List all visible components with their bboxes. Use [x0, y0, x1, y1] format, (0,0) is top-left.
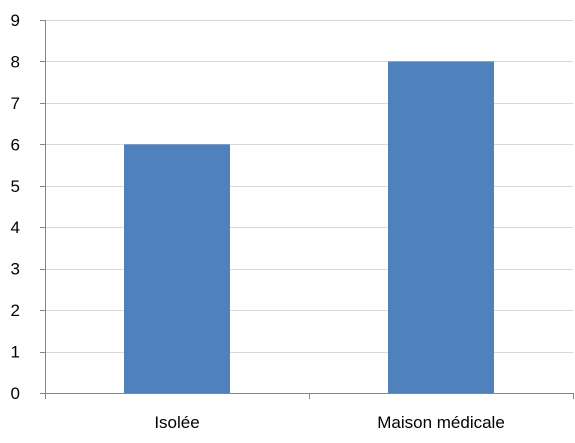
x-category-label: Isolée	[154, 413, 199, 432]
bar-2	[388, 61, 494, 393]
y-tick-label: 3	[11, 260, 20, 279]
y-tick-label: 8	[11, 52, 20, 71]
y-tick-label: 9	[11, 11, 20, 30]
y-tick-label: 5	[11, 177, 20, 196]
y-tick-label: 1	[11, 343, 20, 362]
y-tick-label: 2	[11, 301, 20, 320]
x-tick-labels: Isolée Maison médicale	[154, 413, 504, 432]
axes	[40, 20, 574, 399]
bars	[124, 61, 494, 393]
y-tick-labels: 0 1 2 3 4 5 6 7 8 9	[11, 11, 20, 403]
x-category-label: Maison médicale	[377, 413, 505, 432]
y-tick-label: 4	[11, 218, 20, 237]
y-tick-label: 6	[11, 135, 20, 154]
y-tick-label: 0	[11, 384, 20, 403]
y-tick-label: 7	[11, 94, 20, 113]
bar-1	[124, 144, 230, 393]
